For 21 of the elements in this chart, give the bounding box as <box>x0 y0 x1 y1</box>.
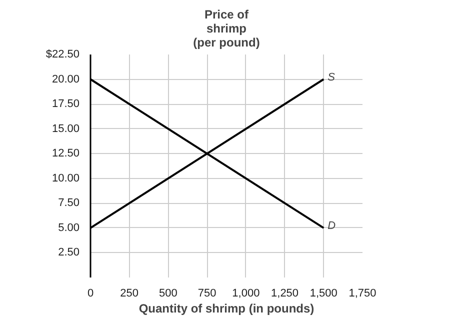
y-tick-label: 2.50 <box>58 246 80 259</box>
x-tick-label: 1,250 <box>271 288 299 300</box>
x-tick-label: 750 <box>198 288 216 300</box>
x-tick-label: 1,000 <box>232 288 260 300</box>
y-axis-title: Price of shrimp (per pound) <box>193 8 260 50</box>
y-tick-label: 12.50 <box>52 148 80 160</box>
x-axis-title: Quantity of shrimp (in pounds) <box>138 302 314 316</box>
x-tick-label: 250 <box>120 288 139 300</box>
y-tick-label: $22.50 <box>46 48 80 60</box>
y-tick-label: 17.50 <box>52 98 80 110</box>
y-tick-label: 5.00 <box>58 222 80 234</box>
x-tick-label: 500 <box>159 288 178 300</box>
y-tick-label: 7.50 <box>58 197 80 210</box>
y-tick-label: 15.00 <box>52 122 80 135</box>
x-tick-label: 1,750 <box>348 288 376 300</box>
series-label: D <box>328 220 336 232</box>
y-tick-label: 20.00 <box>52 73 80 86</box>
x-tick-label: 0 <box>87 288 94 300</box>
x-tick-label: 1,500 <box>310 288 338 300</box>
y-tick-label: 10.00 <box>52 172 80 184</box>
series-label: S <box>328 71 336 84</box>
